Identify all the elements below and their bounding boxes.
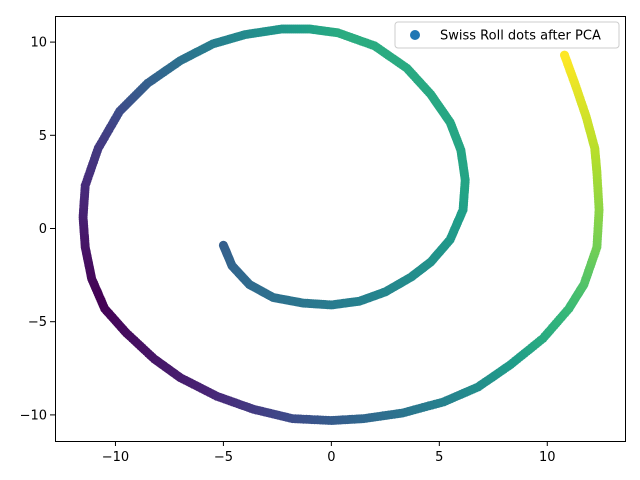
y-tick-label: 10 xyxy=(30,36,47,51)
points-layer xyxy=(78,24,604,425)
y-tick-label: −5 xyxy=(28,315,47,330)
legend-box xyxy=(394,21,620,49)
y-tick-label: −10 xyxy=(20,408,47,423)
x-tick-label: −10 xyxy=(102,450,129,465)
scatter-point xyxy=(560,50,569,60)
y-tick-label: 5 xyxy=(39,129,47,144)
x-tick-label: 5 xyxy=(435,450,443,465)
axis-ticks: −10 −5 0 5 10 −10 −5 0 5 10 xyxy=(20,36,556,465)
y-tick-label: 0 xyxy=(39,222,47,237)
legend-marker xyxy=(410,30,420,40)
x-tick-label: 10 xyxy=(539,450,556,465)
legend-label: Swiss Roll dots after PCA xyxy=(440,29,601,44)
plot-frame xyxy=(55,16,626,442)
legend: Swiss Roll dots after PCA xyxy=(394,21,620,49)
x-tick-label: 0 xyxy=(327,450,335,465)
x-tick-label: −5 xyxy=(214,450,233,465)
